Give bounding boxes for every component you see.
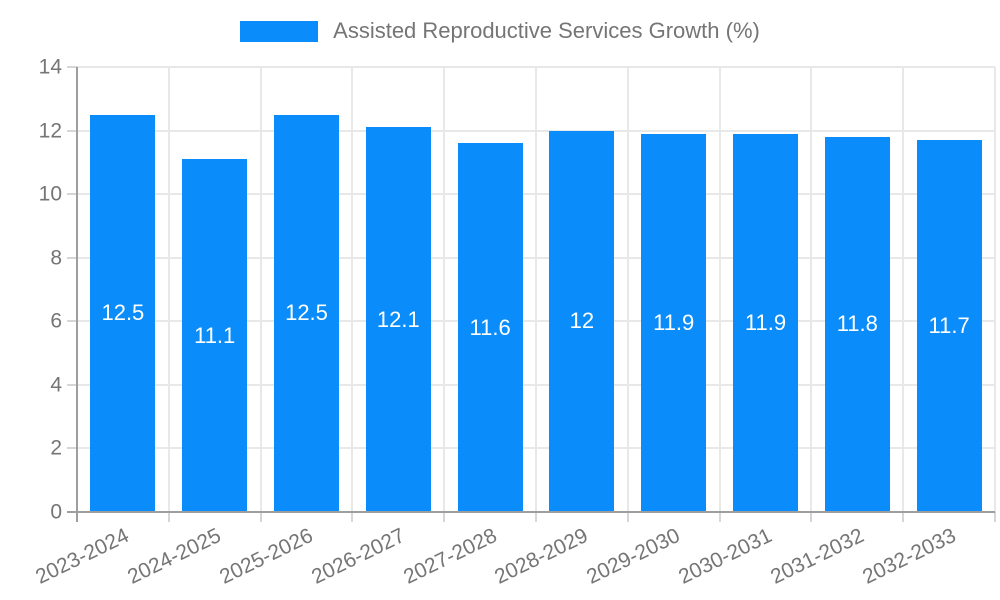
y-tick	[67, 447, 77, 450]
x-tick-label: 2025-2026	[216, 524, 317, 589]
y-tick-label: 14	[38, 55, 62, 79]
y-tick	[67, 320, 77, 323]
x-tick	[167, 512, 170, 522]
bar[interactable]	[365, 127, 431, 511]
legend-swatch-icon	[240, 20, 319, 42]
bar-value-label: 11.1	[194, 322, 236, 348]
x-tick-label: 2030-2031	[675, 524, 776, 589]
y-tick-label: 8	[50, 246, 62, 270]
y-tick	[67, 256, 77, 259]
y-tick	[67, 383, 77, 386]
x-gridline	[626, 67, 629, 512]
bar-value-label: 11.6	[469, 314, 511, 340]
x-tick	[443, 512, 446, 522]
bar-value-label: 12	[569, 308, 595, 334]
x-tick-label: 2023-2024	[32, 524, 133, 589]
x-tick	[259, 512, 262, 522]
x-tick-label: 2027-2028	[399, 524, 501, 589]
bar-value-label: 12.5	[285, 300, 328, 326]
x-tick-label: 2028-2029	[491, 524, 592, 589]
bar-value-label: 12.1	[376, 306, 420, 332]
x-tick	[351, 512, 354, 522]
bar-value-label: 12.5	[101, 300, 145, 326]
x-tick	[994, 512, 996, 522]
x-gridline	[902, 67, 905, 512]
x-tick	[718, 512, 721, 522]
x-tick-label: 2032-2033	[858, 524, 960, 589]
bar-value-label: 11.9	[744, 309, 787, 335]
x-gridline	[443, 67, 446, 512]
bar[interactable]	[916, 140, 982, 511]
x-gridline	[718, 67, 721, 512]
y-tick-label: 10	[38, 182, 62, 206]
bar[interactable]	[641, 133, 707, 511]
y-tick-label: 6	[50, 309, 62, 333]
x-tick	[626, 512, 629, 522]
x-gridline	[810, 67, 813, 512]
x-axis-line	[67, 511, 995, 513]
legend-label: Assisted Reproductive Services Growth (%…	[333, 18, 760, 43]
x-tick-label: 2024-2025	[124, 524, 225, 589]
y-tick-label: 4	[50, 373, 62, 397]
y-tick	[67, 129, 77, 132]
x-gridline	[167, 67, 170, 512]
bar[interactable]	[457, 143, 523, 511]
y-tick	[67, 193, 77, 196]
x-tick-label: 2026-2027	[308, 524, 409, 589]
bar-value-label: 11.9	[653, 309, 695, 335]
y-tick-label: 12	[38, 119, 62, 143]
bar[interactable]	[182, 159, 248, 511]
x-gridline	[535, 67, 537, 512]
y-axis-line	[76, 67, 78, 522]
x-tick	[902, 512, 905, 522]
y-tick	[67, 66, 77, 68]
x-gridline	[994, 67, 996, 512]
x-tick-label: 2031-2032	[767, 524, 868, 589]
y-tick-label: 2	[50, 436, 62, 460]
bar[interactable]	[733, 133, 798, 511]
bar[interactable]	[90, 114, 156, 511]
x-tick-label: 2029-2030	[583, 524, 684, 589]
x-tick	[810, 512, 813, 522]
bar[interactable]	[549, 130, 615, 511]
bar-value-label: 11.7	[928, 313, 970, 339]
x-gridline	[259, 67, 262, 512]
x-gridline	[351, 67, 354, 512]
x-tick	[535, 512, 537, 522]
legend[interactable]: Assisted Reproductive Services Growth (%…	[0, 20, 1000, 42]
bar[interactable]	[274, 114, 339, 511]
y-tick-label: 0	[50, 500, 62, 524]
bar-value-label: 11.8	[836, 311, 878, 337]
bar[interactable]	[824, 136, 890, 511]
